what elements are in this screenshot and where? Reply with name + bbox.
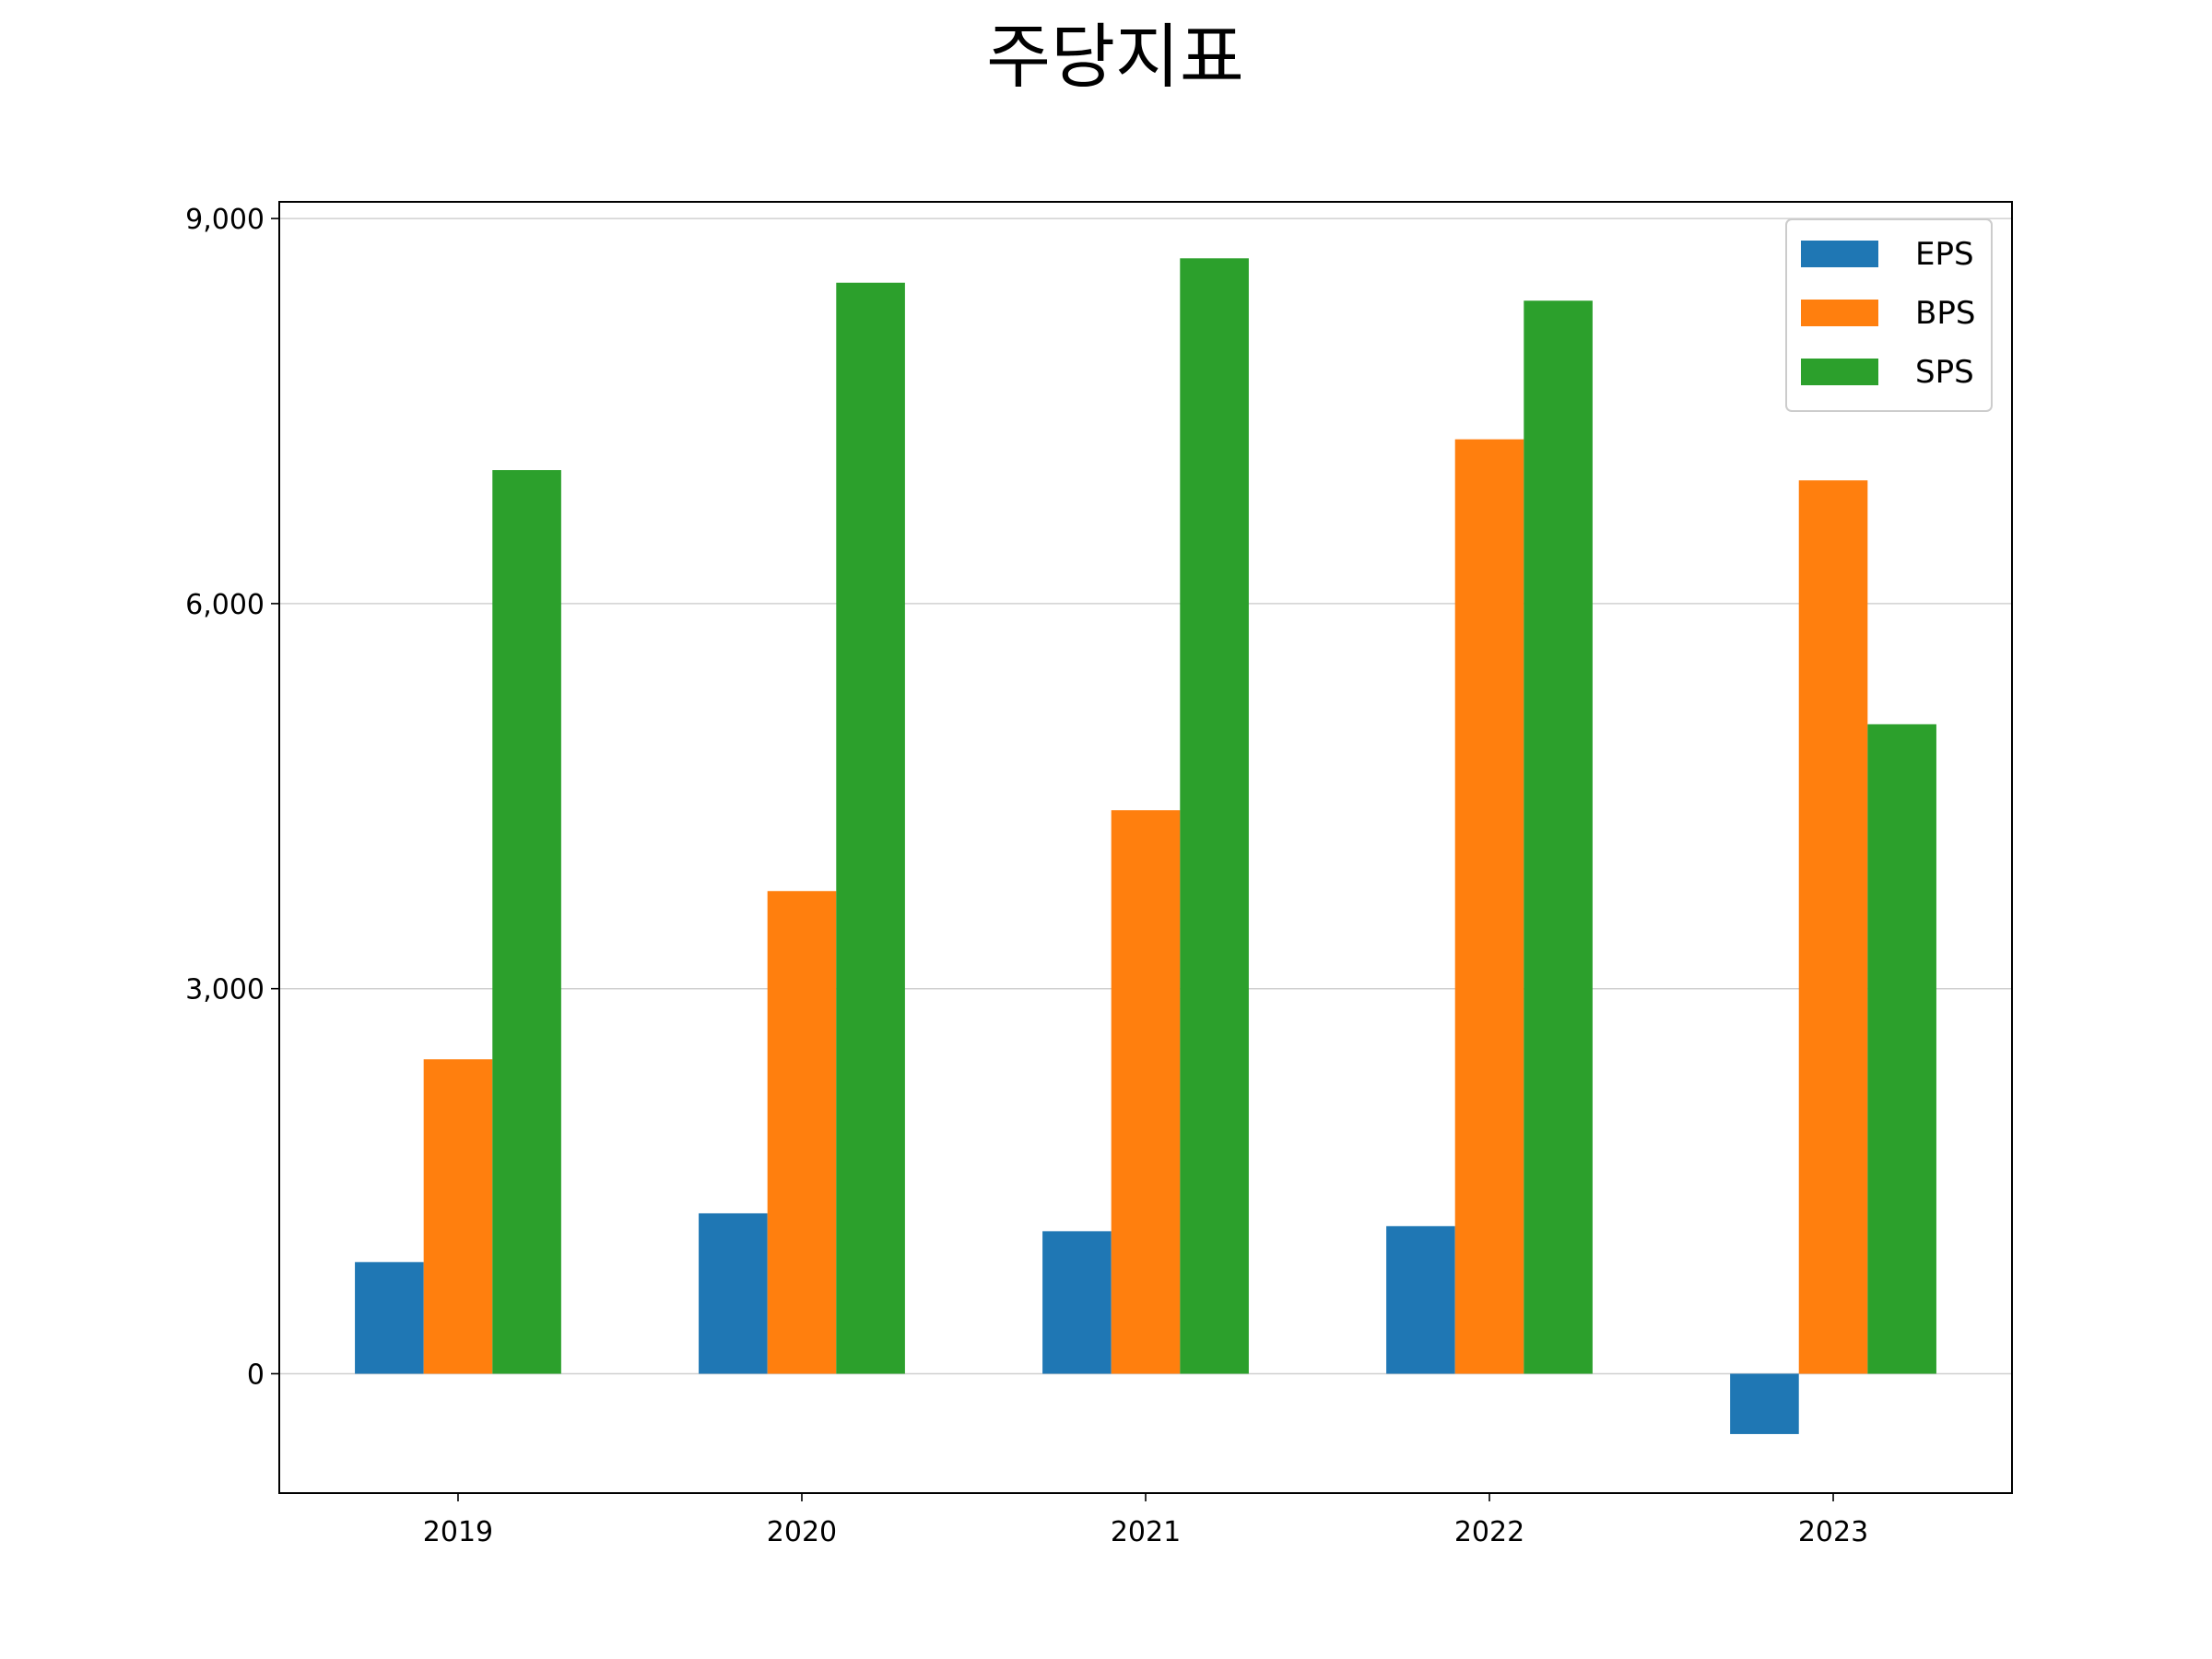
y-tick-label: 6,000 — [185, 589, 265, 621]
bar-sps-2022 — [1524, 300, 1593, 1374]
bar-bps-2021 — [1111, 810, 1181, 1374]
y-tick-label: 3,000 — [185, 974, 265, 1006]
x-tick-label: 2019 — [423, 1516, 493, 1548]
bar-bps-2019 — [423, 1059, 493, 1374]
bar-bps-2022 — [1454, 439, 1524, 1374]
bar-sps-2019 — [492, 470, 561, 1374]
legend-swatch-eps — [1801, 241, 1878, 267]
bar-eps-2022 — [1386, 1226, 1455, 1374]
bar-sps-2023 — [1867, 724, 1936, 1374]
bar-bps-2020 — [767, 890, 837, 1374]
legend-swatch-bps — [1801, 300, 1878, 326]
bar-sps-2021 — [1180, 258, 1249, 1374]
chart-title: 주당지표 — [986, 16, 1244, 98]
bar-sps-2020 — [836, 282, 905, 1374]
bar-bps-2023 — [1798, 480, 1868, 1374]
x-tick-label: 2021 — [1111, 1516, 1181, 1548]
legend-label-eps: EPS — [1915, 236, 1974, 273]
x-tick-label: 2020 — [767, 1516, 837, 1548]
legend: EPS BPS SPS — [1785, 218, 1993, 412]
legend-label-sps: SPS — [1915, 354, 1974, 391]
bar-eps-2020 — [699, 1213, 768, 1374]
bar-eps-2021 — [1042, 1230, 1112, 1374]
x-tick-label: 2023 — [1798, 1516, 1868, 1548]
bars — [355, 258, 1936, 1434]
y-tick-label: 9,000 — [185, 204, 265, 236]
bar-eps-2023 — [1730, 1373, 1799, 1434]
bar-eps-2019 — [355, 1262, 424, 1374]
legend-swatch-sps — [1801, 359, 1878, 385]
legend-label-bps: BPS — [1915, 295, 1975, 332]
plot-frame — [278, 201, 2013, 1494]
axes: 0 3,000 6,000 9,000 2019 2020 2021 2022 2023 — [185, 201, 2013, 1548]
y-tick-label: 0 — [247, 1359, 265, 1391]
x-tick-label: 2022 — [1454, 1516, 1524, 1548]
